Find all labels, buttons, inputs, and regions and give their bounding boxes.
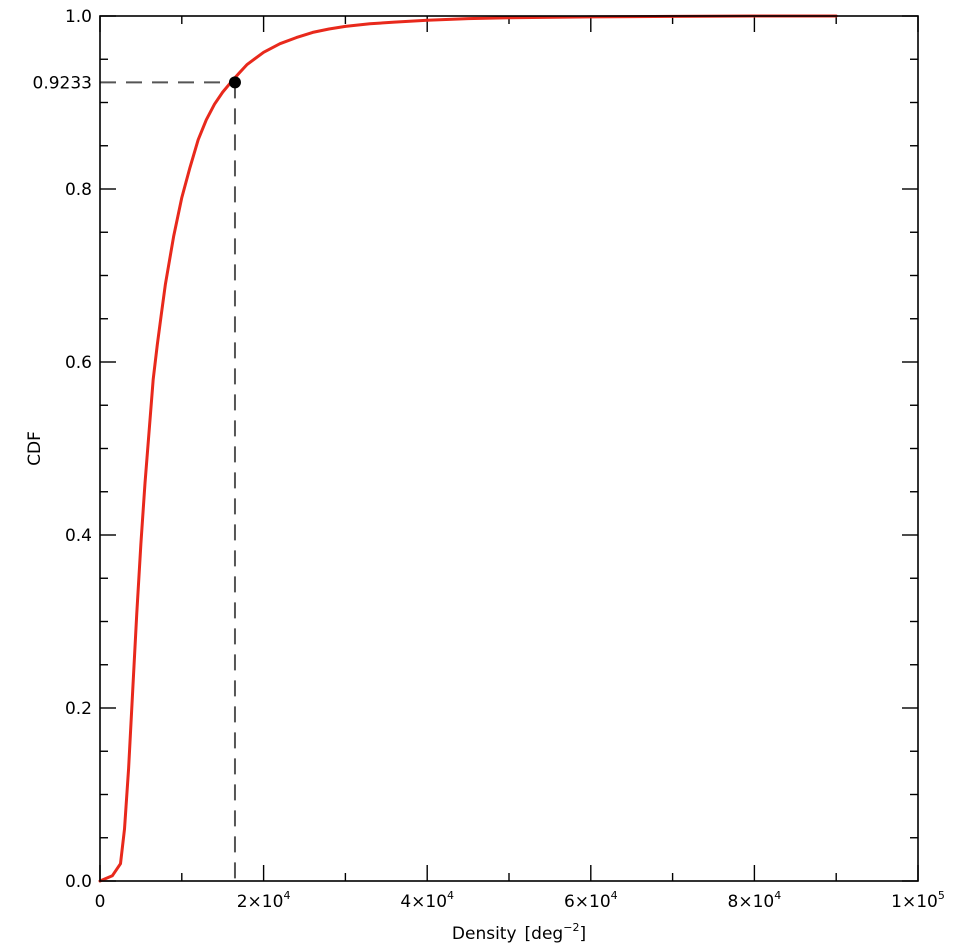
marker-value-label: 0.9233 (33, 73, 92, 93)
y-axis-title: CDF (25, 431, 45, 466)
x-tick-label: 1×105 (891, 889, 945, 912)
y-tick-label: 0.0 (65, 872, 92, 892)
y-tick-label: 0.4 (65, 526, 92, 546)
x-tick-exponent: 4 (283, 889, 290, 902)
cdf-curve (98, 14, 838, 883)
x-axis-title-label: Density (452, 924, 517, 944)
x-tick-mantissa: 1×10 (891, 892, 938, 912)
plot-frame (99, 15, 919, 882)
x-tick-mantissa: 2×10 (237, 892, 284, 912)
x-tick-mantissa: 6×10 (564, 892, 611, 912)
x-axis-unit-close: ] (579, 924, 586, 944)
x-tick-exponent: 4 (447, 889, 454, 902)
x-tick-label: 2×104 (237, 889, 291, 912)
x-tick-mantissa: 0 (95, 892, 106, 912)
x-tick-label: 4×104 (400, 889, 454, 912)
x-tick-label: 8×104 (728, 889, 782, 912)
x-axis-title: Density [deg−2] (452, 921, 586, 944)
x-tick-label: 0 (95, 892, 106, 912)
marker-point (228, 76, 241, 89)
y-tick-label: 1.0 (65, 7, 92, 27)
x-tick-exponent: 4 (774, 889, 781, 902)
x-tick-mantissa: 4×10 (400, 892, 447, 912)
x-axis-unit-base: [deg (525, 924, 564, 944)
x-tick-exponent: 5 (938, 889, 945, 902)
ticks-layer (99, 15, 919, 882)
y-tick-label: 0.6 (65, 353, 92, 373)
series-layer (98, 14, 838, 883)
x-tick-mantissa: 8×10 (728, 892, 775, 912)
guides-layer (100, 81, 236, 881)
labels-layer: 0 2×104 4×104 6×104 8×104 1×1050.00.20.40.60.… (33, 7, 945, 912)
x-axis-unit-exp: −2 (563, 921, 579, 934)
x-tick-exponent: 4 (611, 889, 618, 902)
y-tick-label: 0.8 (65, 180, 92, 200)
x-tick-label: 6×104 (564, 889, 618, 912)
y-tick-label: 0.2 (65, 699, 92, 719)
